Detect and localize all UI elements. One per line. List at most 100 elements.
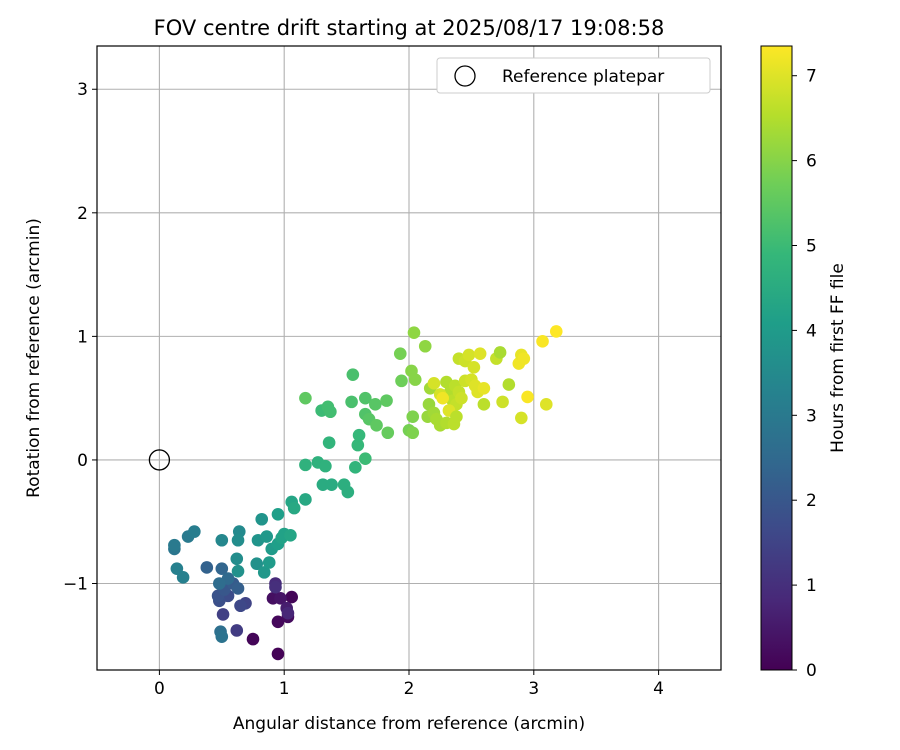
data-point: [346, 368, 360, 381]
legend: Reference platepar: [436, 57, 711, 94]
data-point: [427, 377, 441, 390]
legend-box: [436, 57, 711, 94]
data-point: [393, 347, 407, 360]
reference-platepar-marker: [148, 449, 171, 471]
data-point: [324, 405, 337, 419]
data-point: [418, 339, 432, 353]
legend-label-reference: Reference platepar: [502, 67, 664, 87]
y-tick-label: 3: [77, 80, 88, 100]
data-point: [436, 391, 449, 405]
data-point: [477, 398, 491, 411]
data-point: [250, 557, 264, 571]
data-point: [269, 580, 282, 594]
data-point: [271, 615, 285, 629]
data-point: [281, 606, 295, 620]
data-point: [215, 562, 229, 575]
y-tick-label: −1: [63, 575, 88, 595]
data-point: [473, 347, 487, 360]
data-point: [517, 352, 531, 365]
data-point: [299, 458, 312, 472]
data-point: [352, 428, 366, 442]
data-point: [502, 378, 516, 391]
data-point: [260, 530, 274, 543]
data-point: [176, 571, 190, 584]
y-tick-label: 1: [77, 327, 88, 347]
colorbar-tick-label: 3: [806, 406, 817, 426]
data-point: [406, 426, 420, 440]
data-point: [549, 325, 563, 338]
data-point: [406, 410, 420, 423]
data-point: [255, 512, 269, 526]
chart-title: FOV centre drift starting at 2025/08/17 …: [154, 16, 665, 40]
data-point: [216, 608, 230, 621]
x-tick-label: 0: [154, 679, 165, 699]
data-point: [325, 478, 338, 491]
data-point: [369, 398, 382, 411]
data-point: [408, 373, 422, 386]
data-point: [274, 592, 287, 605]
data-point: [231, 564, 245, 578]
data-point: [450, 410, 463, 423]
data-point: [271, 508, 285, 521]
y-tick-label: 2: [77, 204, 88, 224]
data-point: [349, 461, 362, 474]
x-tick-label: 3: [528, 679, 539, 699]
colorbar-tick-label: 5: [806, 237, 817, 257]
data-point: [168, 538, 181, 552]
data-point: [455, 391, 468, 405]
colorbar-tick-label: 0: [806, 661, 817, 681]
colorbar-tick-label: 1: [806, 576, 817, 596]
data-point: [284, 529, 297, 542]
data-point: [370, 419, 383, 432]
colorbar-tick-label: 6: [806, 152, 817, 172]
x-ticks: 0 1 2 3 4: [154, 670, 664, 699]
x-tick-label: 4: [653, 679, 664, 699]
y-tick-label: 0: [77, 451, 88, 471]
data-point: [380, 394, 393, 407]
data-point: [351, 438, 365, 452]
data-point: [299, 391, 312, 405]
data-point: [215, 630, 229, 643]
data-point: [395, 374, 408, 388]
data-point: [462, 348, 476, 362]
data-point: [381, 426, 395, 440]
data-point: [287, 501, 301, 515]
data-point: [271, 647, 285, 661]
data-point: [496, 395, 509, 409]
data-point: [319, 459, 332, 473]
colorbar-tick-label: 2: [806, 491, 817, 511]
data-point: [230, 552, 244, 566]
data-point: [200, 561, 214, 574]
data-point: [231, 533, 245, 547]
data-point: [515, 411, 528, 425]
legend-marker-reference: [454, 65, 476, 87]
data-point: [345, 395, 358, 409]
data-point: [285, 590, 298, 604]
data-point: [359, 452, 372, 466]
colorbar-ticks: 0 1 2 3 4 5 6 7: [792, 67, 817, 681]
colorbar-label: Hours from first FF file: [828, 263, 848, 453]
data-point: [467, 360, 481, 374]
x-axis-label: Angular distance from reference (arcmin): [233, 714, 585, 734]
data-point: [322, 436, 336, 449]
data-point: [359, 391, 372, 405]
data-point: [299, 493, 312, 506]
data-point: [257, 566, 271, 579]
colorbar: [760, 45, 793, 671]
x-tick-label: 1: [279, 679, 290, 699]
data-point: [246, 632, 260, 646]
data-point: [188, 525, 201, 538]
data-point: [477, 381, 491, 395]
data-point: [316, 478, 330, 491]
colorbar-tick-label: 7: [806, 67, 817, 87]
x-tick-label: 2: [404, 679, 415, 699]
data-point: [170, 562, 184, 575]
data-point: [407, 326, 421, 339]
data-point: [234, 599, 247, 613]
y-ticks: −1 0 1 2 3: [63, 80, 97, 595]
data-point: [341, 485, 355, 499]
data-point: [521, 390, 534, 404]
data-point: [262, 556, 276, 569]
scatter-points: [148, 325, 563, 661]
